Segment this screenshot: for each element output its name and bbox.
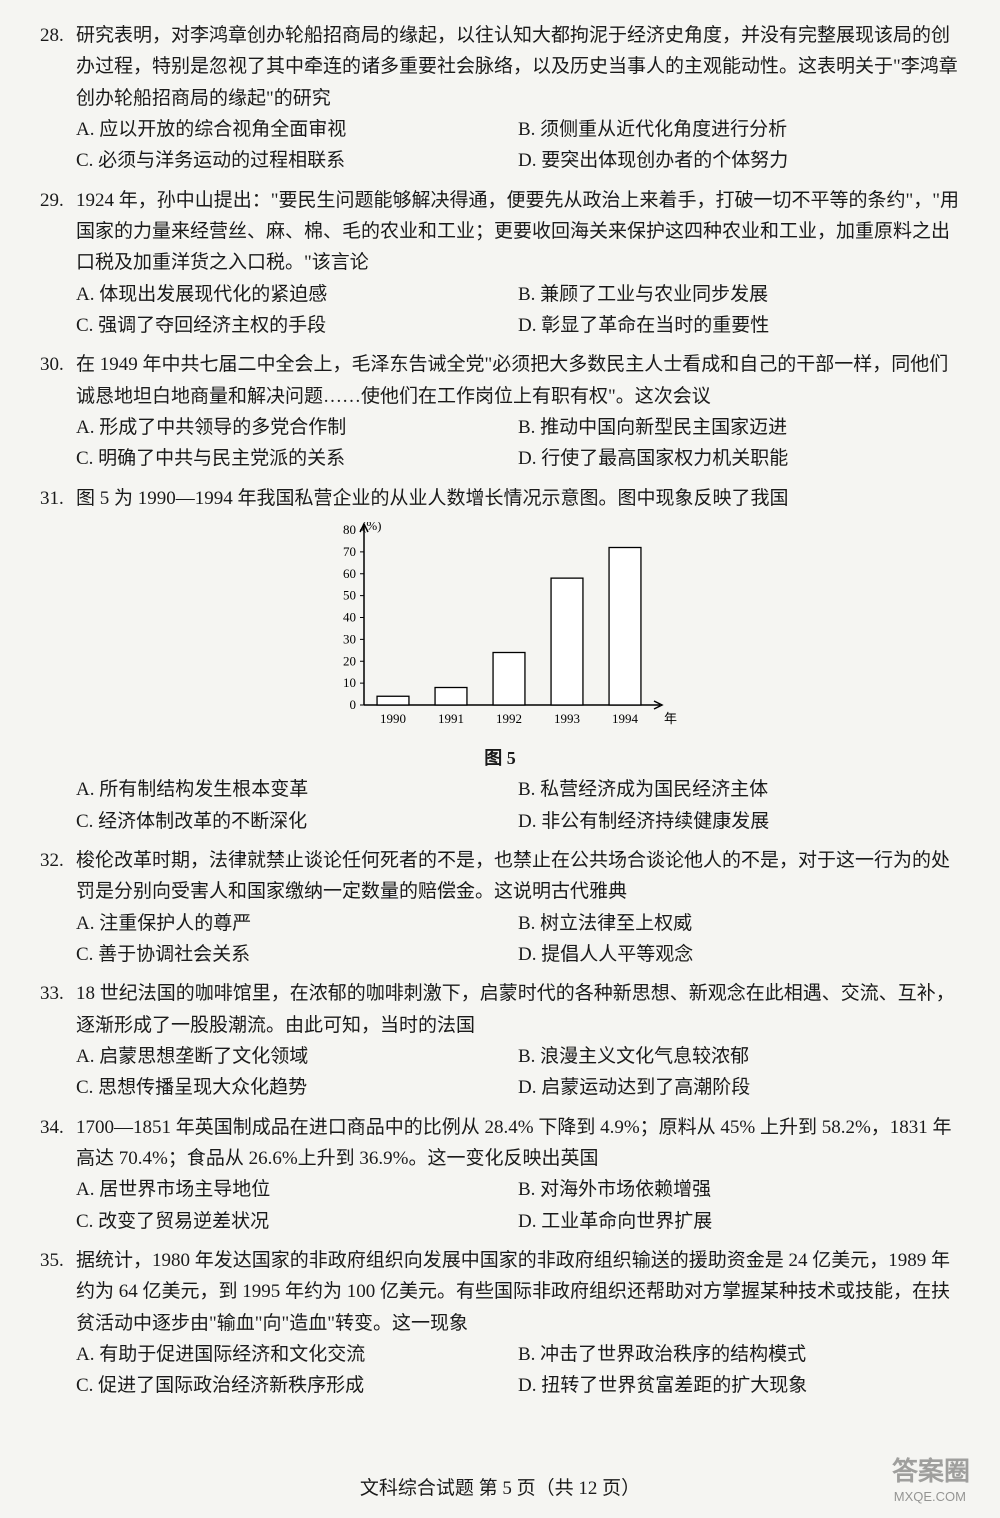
opt-c: C. 思想传播呈现大众化趋势 [76, 1072, 518, 1103]
opt-b: B. 推动中国向新型民主国家迈进 [518, 412, 960, 443]
opt-a: A. 有助于促进国际经济和文化交流 [76, 1339, 518, 1370]
opt-d: D. 要突出体现创办者的个体努力 [518, 145, 960, 176]
opt-b: B. 浪漫主义文化气息较浓郁 [518, 1041, 960, 1072]
svg-text:50: 50 [343, 588, 356, 603]
q-stem-text: 1700—1851 年英国制成品在进口商品中的比例从 28.4% 下降到 4.9… [76, 1112, 960, 1175]
q-num: 30. [40, 349, 76, 412]
opt-b: B. 树立法律至上权威 [518, 908, 960, 939]
svg-text:0: 0 [350, 697, 357, 712]
q-stem-text: 18 世纪法国的咖啡馆里，在浓郁的咖啡刺激下，启蒙时代的各种新思想、新观念在此相… [76, 978, 960, 1041]
opt-c: C. 明确了中共与民主党派的关系 [76, 443, 518, 474]
opt-d: D. 提倡人人平等观念 [518, 939, 960, 970]
q-num: 35. [40, 1245, 76, 1339]
svg-text:1993: 1993 [554, 711, 580, 726]
opt-d: D. 非公有制经济持续健康发展 [518, 806, 960, 837]
opt-c: C. 经济体制改革的不断深化 [76, 806, 518, 837]
opt-c: C. 善于协调社会关系 [76, 939, 518, 970]
q-stem-text: 图 5 为 1990—1994 年我国私营企业的从业人数增长情况示意图。图中现象… [76, 483, 960, 514]
q-num: 34. [40, 1112, 76, 1175]
svg-text:60: 60 [343, 566, 356, 581]
q-stem-text: 1924 年，孙中山提出："要民生问题能够解决得通，便要先从政治上来着手，打破一… [76, 185, 960, 279]
question-35: 35. 据统计，1980 年发达国家的非政府组织向发展中国家的非政府组织输送的援… [40, 1245, 960, 1402]
svg-text:1991: 1991 [438, 711, 464, 726]
opt-a: A. 体现出发展现代化的紧迫感 [76, 279, 518, 310]
svg-text:1994: 1994 [612, 711, 639, 726]
svg-text:70: 70 [343, 544, 356, 559]
opt-c: C. 改变了贸易逆差状况 [76, 1206, 518, 1237]
q-stem-text: 梭伦改革时期，法律就禁止谈论任何死者的不是，也禁止在公共场合谈论他人的不是，对于… [76, 845, 960, 908]
question-34: 34. 1700—1851 年英国制成品在进口商品中的比例从 28.4% 下降到… [40, 1112, 960, 1237]
opt-b: B. 须侧重从近代化角度进行分析 [518, 114, 960, 145]
opt-c: C. 强调了夺回经济主权的手段 [76, 310, 518, 341]
chart-caption: 图 5 [484, 744, 516, 770]
q-num: 33. [40, 978, 76, 1041]
svg-text:20: 20 [343, 653, 356, 668]
opt-b: B. 兼顾了工业与农业同步发展 [518, 279, 960, 310]
question-30: 30. 在 1949 年中共七届二中全会上，毛泽东告诫全党"必须把大多数民主人士… [40, 349, 960, 474]
svg-text:30: 30 [343, 632, 356, 647]
question-28: 28. 研究表明，对李鸿章创办轮船招商局的缘起，以往认知大都拘泥于经济史角度，并… [40, 20, 960, 177]
q-num: 29. [40, 185, 76, 279]
svg-text:40: 40 [343, 610, 356, 625]
opt-b: B. 冲击了世界政治秩序的结构模式 [518, 1339, 960, 1370]
q-stem-text: 据统计，1980 年发达国家的非政府组织向发展中国家的非政府组织输送的援助资金是… [76, 1245, 960, 1339]
opt-d: D. 工业革命向世界扩展 [518, 1206, 960, 1237]
question-29: 29. 1924 年，孙中山提出："要民生问题能够解决得通，便要先从政治上来着手… [40, 185, 960, 342]
svg-text:80: 80 [343, 522, 356, 537]
q-num: 32. [40, 845, 76, 908]
question-33: 33. 18 世纪法国的咖啡馆里，在浓郁的咖啡刺激下，启蒙时代的各种新思想、新观… [40, 978, 960, 1103]
opt-b: B. 私营经济成为国民经济主体 [518, 774, 960, 805]
q-num: 31. [40, 483, 76, 514]
opt-a: A. 注重保护人的尊严 [76, 908, 518, 939]
watermark-sub: MXQE.COM [894, 1489, 966, 1504]
opt-d: D. 扭转了世界贫富差距的扩大现象 [518, 1370, 960, 1401]
svg-text:(%): (%) [362, 522, 382, 533]
opt-d: D. 启蒙运动达到了高潮阶段 [518, 1072, 960, 1103]
chart-svg: 0 10 20 30 40 50 60 70 80 (%) 1990 1991 1992 1993 1994… [320, 522, 680, 742]
page-footer: 文科综合试题 第 5 页（共 12 页） [0, 1473, 1000, 1500]
svg-text:1992: 1992 [496, 711, 522, 726]
question-31: 31. 图 5 为 1990—1994 年我国私营企业的从业人数增长情况示意图。… [40, 483, 960, 514]
opt-a: A. 居世界市场主导地位 [76, 1174, 518, 1205]
opt-c: C. 必须与洋务运动的过程相联系 [76, 145, 518, 176]
opt-a: A. 启蒙思想垄断了文化领域 [76, 1041, 518, 1072]
svg-text:1990: 1990 [380, 711, 406, 726]
q-num: 28. [40, 20, 76, 114]
svg-text:年: 年 [664, 711, 677, 726]
opt-c: C. 促进了国际政治经济新秩序形成 [76, 1370, 518, 1401]
opt-d: D. 彰显了革命在当时的重要性 [518, 310, 960, 341]
watermark-icon: 答案圈 [892, 1451, 970, 1488]
opt-b: B. 对海外市场依赖增强 [518, 1174, 960, 1205]
opt-a: A. 应以开放的综合视角全面审视 [76, 114, 518, 145]
svg-text:10: 10 [343, 675, 356, 690]
question-31-options: A. 所有制结构发生根本变革 B. 私营经济成为国民经济主体 C. 经济体制改革… [40, 774, 960, 837]
question-32: 32. 梭伦改革时期，法律就禁止谈论任何死者的不是，也禁止在公共场合谈论他人的不… [40, 845, 960, 970]
figure-5-chart: 0 10 20 30 40 50 60 70 80 (%) 1990 1991 1992 1993 1994… [40, 522, 960, 770]
opt-d: D. 行使了最高国家权力机关职能 [518, 443, 960, 474]
q-stem-text: 研究表明，对李鸿章创办轮船招商局的缘起，以往认知大都拘泥于经济史角度，并没有完整… [76, 20, 960, 114]
opt-a: A. 形成了中共领导的多党合作制 [76, 412, 518, 443]
opt-a: A. 所有制结构发生根本变革 [76, 774, 518, 805]
q-stem-text: 在 1949 年中共七届二中全会上，毛泽东告诫全党"必须把大多数民主人士看成和自… [76, 349, 960, 412]
